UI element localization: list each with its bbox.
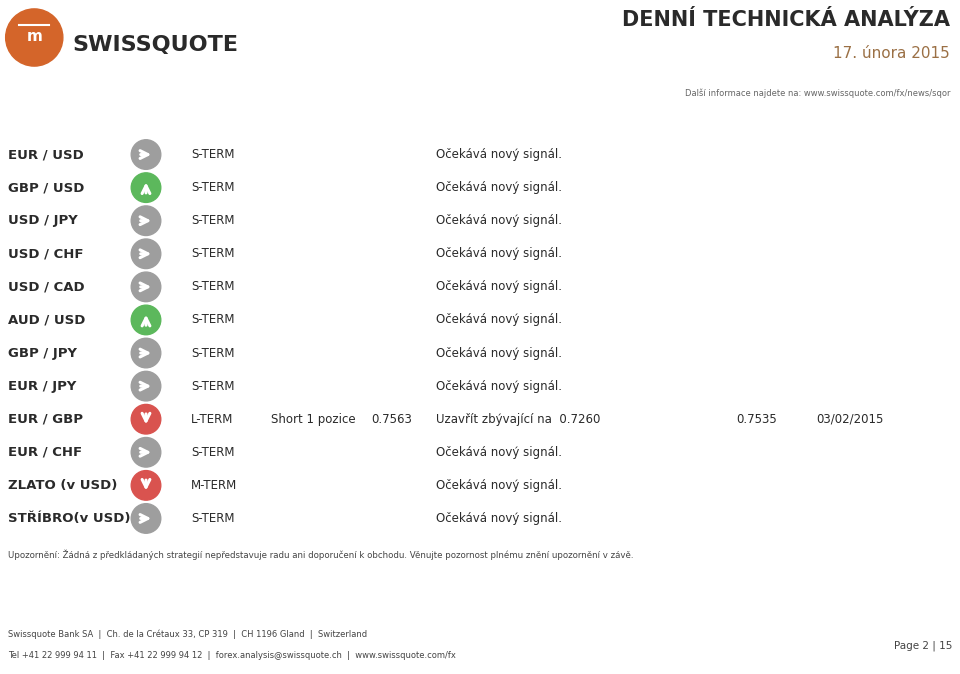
Text: Short 1 pozice: Short 1 pozice xyxy=(271,412,355,426)
Circle shape xyxy=(132,206,160,235)
Text: S-TERM: S-TERM xyxy=(191,214,234,227)
Text: Očekává nový signál.: Očekává nový signál. xyxy=(436,181,562,194)
Text: SMĚR: SMĚR xyxy=(116,115,149,125)
Text: m: m xyxy=(26,29,42,44)
Text: Očekává nový signál.: Očekává nový signál. xyxy=(436,214,562,227)
Text: S-TERM: S-TERM xyxy=(191,247,234,260)
Text: M-TERM: M-TERM xyxy=(191,479,237,492)
Text: 0.7535: 0.7535 xyxy=(736,412,777,426)
Text: EUR / CHF: EUR / CHF xyxy=(8,446,83,459)
Text: Očekává nový signál.: Očekává nový signál. xyxy=(436,148,562,161)
Text: Upozornění: Žádná z předkládaných strategií nepředstavuje radu ani doporučení k : Upozornění: Žádná z předkládaných strate… xyxy=(8,550,634,560)
Text: Swissquote Bank SA  |  Ch. de la Crétaux 33, CP 319  |  CH 1196 Gland  |  Switze: Swissquote Bank SA | Ch. de la Crétaux 3… xyxy=(8,630,367,639)
Text: VSTUP: VSTUP xyxy=(814,115,852,125)
Text: S-TERM: S-TERM xyxy=(191,346,234,359)
Text: USD / JPY: USD / JPY xyxy=(8,214,78,227)
Circle shape xyxy=(132,305,160,335)
Text: STŘÍBRO(v USD): STŘÍBRO(v USD) xyxy=(8,512,131,525)
Circle shape xyxy=(132,239,160,268)
Text: S-TERM: S-TERM xyxy=(191,148,234,161)
Text: Očekává nový signál.: Očekává nový signál. xyxy=(436,346,562,359)
Text: STRATEGIE/
POZICE: STRATEGIE/ POZICE xyxy=(269,109,337,131)
Text: DENNÍ TECHNICKÁ ANALÝZA: DENNÍ TECHNICKÁ ANALÝZA xyxy=(622,10,950,30)
Text: Očekává nový signál.: Očekává nový signál. xyxy=(436,379,562,393)
Text: USD / CHF: USD / CHF xyxy=(8,247,84,260)
Text: S-TERM: S-TERM xyxy=(191,446,234,459)
Text: S-TERM: S-TERM xyxy=(191,280,234,293)
Text: STOP: STOP xyxy=(734,115,765,125)
Text: S-TERM: S-TERM xyxy=(191,512,234,525)
Text: S-TERM: S-TERM xyxy=(191,181,234,194)
Circle shape xyxy=(132,503,160,533)
Circle shape xyxy=(132,140,160,169)
Text: 17. února 2015: 17. února 2015 xyxy=(833,47,950,61)
Text: Uzavřít zbývající na  0.7260: Uzavřít zbývající na 0.7260 xyxy=(436,412,600,426)
Circle shape xyxy=(6,9,62,66)
Circle shape xyxy=(132,272,160,302)
Text: EUR / JPY: EUR / JPY xyxy=(8,379,77,393)
Text: S-TERM: S-TERM xyxy=(191,379,234,393)
Text: ZLATO (v USD): ZLATO (v USD) xyxy=(8,479,117,492)
Text: Očekává nový signál.: Očekává nový signál. xyxy=(436,479,562,492)
Text: Další informace najdete na: www.swissquote.com/fx/news/sqor: Další informace najdete na: www.swissquo… xyxy=(684,88,950,98)
Text: ČASOVÝ
HORIZONT: ČASOVÝ HORIZONT xyxy=(189,109,251,131)
Text: S-TERM: S-TERM xyxy=(191,313,234,326)
Text: EUR / USD: EUR / USD xyxy=(8,148,84,161)
Text: Očekává nový signál.: Očekává nový signál. xyxy=(436,280,562,293)
Text: PŘEDMĚT/KOMENTÁŘ: PŘEDMĚT/KOMENTÁŘ xyxy=(434,115,559,126)
Text: Očekává nový signál.: Očekává nový signál. xyxy=(436,313,562,326)
Text: GBP / JPY: GBP / JPY xyxy=(8,346,77,359)
Text: Očekává nový signál.: Očekává nový signál. xyxy=(436,446,562,459)
Text: L-TERM: L-TERM xyxy=(191,412,233,426)
Text: GBP / USD: GBP / USD xyxy=(8,181,84,194)
Circle shape xyxy=(132,173,160,202)
Text: Page 2 | 15: Page 2 | 15 xyxy=(894,641,952,651)
Text: 03/02/2015: 03/02/2015 xyxy=(816,412,883,426)
Text: EUR / GBP: EUR / GBP xyxy=(8,412,83,426)
Circle shape xyxy=(132,338,160,368)
Text: Očekává nový signál.: Očekává nový signál. xyxy=(436,512,562,525)
Text: SWISSQUOTE: SWISSQUOTE xyxy=(72,35,238,55)
Text: USD / CAD: USD / CAD xyxy=(8,280,84,293)
Text: Očekává nový signál.: Očekává nový signál. xyxy=(436,247,562,260)
Circle shape xyxy=(132,404,160,434)
Circle shape xyxy=(132,437,160,467)
Text: 0.7563: 0.7563 xyxy=(371,412,412,426)
Circle shape xyxy=(132,470,160,500)
Text: Tel +41 22 999 94 11  |  Fax +41 22 999 94 12  |  forex.analysis@swissquote.ch  : Tel +41 22 999 94 11 | Fax +41 22 999 94… xyxy=(8,652,456,661)
Text: AUD / USD: AUD / USD xyxy=(8,313,85,326)
Circle shape xyxy=(132,371,160,401)
Text: VSTUPNÍ
ÚROVNĚ: VSTUPNÍ ÚROVNĚ xyxy=(369,109,420,131)
